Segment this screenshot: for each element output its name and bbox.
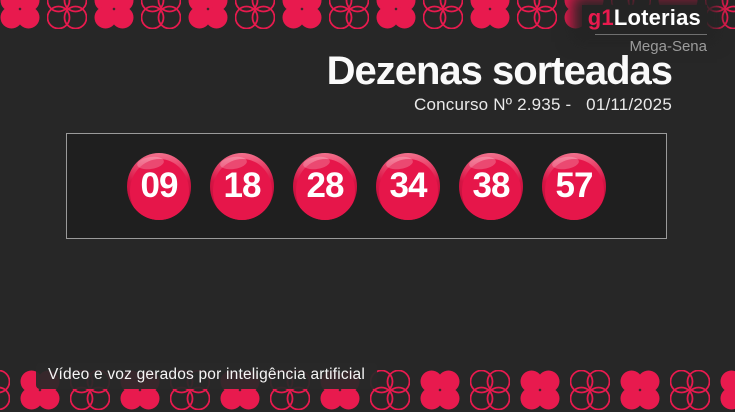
clover-icon [0,370,10,410]
contest-info: Concurso Nº 2.935 - 01/11/2025 [327,95,672,115]
clover-icon [376,0,416,29]
clover-icon [141,0,181,29]
brand-logo-text: g1Loterias [582,5,707,32]
clover-icon [670,370,710,410]
drawn-number: 38 [473,166,510,206]
clover-icon [423,0,463,29]
clover-icon [282,0,322,29]
loterias-logo-label: Loterias [614,5,701,30]
brand-logo: g1Loterias Mega-Sena [582,5,707,55]
drawn-numbers-panel: 09 18 28 34 38 57 [66,133,667,239]
clover-icon [520,370,560,410]
drawn-number: 57 [556,166,593,206]
clover-icon [94,0,134,29]
headline-block: Dezenas sorteadas Concurso Nº 2.935 - 01… [327,50,672,115]
clover-icon [235,0,275,29]
clover-icon [329,0,369,29]
page-title: Dezenas sorteadas [327,50,672,92]
clover-icon [470,370,510,410]
ai-disclaimer-text: Vídeo e voz gerados por inteligência art… [48,366,365,383]
drawn-number-ball-34: 34 [376,153,440,220]
clover-icon [570,370,610,410]
clover-icon [620,370,660,410]
drawn-number-ball-28: 28 [293,153,357,220]
drawn-number-ball-09: 09 [127,153,191,220]
logo-divider [595,34,707,35]
drawn-numbers-row: 09 18 28 34 38 57 [67,134,666,238]
drawn-number: 18 [224,166,261,206]
ai-disclaimer-badge: Vídeo e voz gerados por inteligência art… [36,363,377,389]
clover-icon [720,370,735,410]
drawn-number: 28 [307,166,344,206]
drawn-number: 34 [390,166,427,206]
g1-logo: g1 [588,5,614,30]
clover-icon [0,0,40,29]
clover-icon [420,370,460,410]
clover-icon [47,0,87,29]
clover-icon [517,0,557,29]
lottery-product-label: Mega-Sena [582,38,707,55]
clover-icon [705,0,735,29]
clover-icon [470,0,510,29]
drawn-number-ball-38: 38 [459,153,523,220]
drawn-number-ball-18: 18 [210,153,274,220]
clover-icon [188,0,228,29]
drawn-number: 09 [141,166,178,206]
drawn-number-ball-57: 57 [542,153,606,220]
